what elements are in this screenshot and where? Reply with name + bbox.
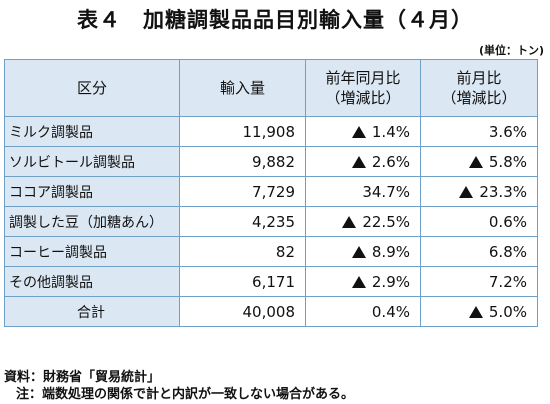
table-row: ココア調製品 7,729 34.7% 23.3% bbox=[4, 176, 538, 207]
row-yoy-value: 1.4% bbox=[371, 122, 410, 141]
row-imports: 7,729 bbox=[179, 176, 306, 207]
row-yoy-value: 8.9% bbox=[371, 242, 410, 261]
table-row: 調製した豆（加糖あん） 4,235 22.5% 0.6% bbox=[4, 206, 538, 237]
header-mom-line2: （増減比） bbox=[441, 89, 517, 107]
row-mom: 3.6% bbox=[420, 116, 538, 147]
decrease-triangle-icon bbox=[459, 185, 474, 198]
total-row: 合計 40,008 0.4% 5.0% bbox=[4, 296, 538, 327]
unit-label: (単位：トン) bbox=[478, 44, 544, 57]
total-name: 合計 bbox=[4, 296, 180, 327]
row-imports: 9,882 bbox=[179, 146, 306, 177]
header-yoy-line2: （増減比） bbox=[325, 89, 401, 107]
row-yoy: 2.6% bbox=[305, 146, 421, 177]
row-mom-value: 6.8% bbox=[488, 242, 527, 261]
row-name: 調製した豆（加糖あん） bbox=[4, 206, 180, 237]
row-mom: 7.2% bbox=[420, 266, 538, 297]
decrease-triangle-icon bbox=[351, 155, 366, 168]
header-imports: 輸入量 bbox=[179, 59, 306, 117]
rounding-note: 注：端数処理の関係で計と内訳が一致しない場合がある。 bbox=[16, 387, 355, 402]
table-row: その他調製品 6,171 2.9% 7.2% bbox=[4, 266, 538, 297]
row-name: ソルビトール調製品 bbox=[4, 146, 180, 177]
row-imports: 4,235 bbox=[179, 206, 306, 237]
decrease-triangle-icon bbox=[468, 155, 483, 168]
decrease-triangle-icon bbox=[351, 125, 366, 138]
row-yoy: 8.9% bbox=[305, 236, 421, 267]
header-category: 区分 bbox=[4, 59, 180, 117]
row-mom-value: 7.2% bbox=[488, 272, 527, 291]
header-mom: 前月比 （増減比） bbox=[420, 59, 538, 117]
row-name: その他調製品 bbox=[4, 266, 180, 297]
total-imports: 40,008 bbox=[179, 296, 306, 327]
row-mom-value: 0.6% bbox=[488, 212, 527, 231]
decrease-triangle-icon bbox=[468, 305, 483, 318]
row-mom-value: 5.8% bbox=[488, 152, 527, 171]
row-mom: 23.3% bbox=[420, 176, 538, 207]
row-imports: 11,908 bbox=[179, 116, 306, 147]
row-mom: 0.6% bbox=[420, 206, 538, 237]
row-yoy-value: 34.7% bbox=[362, 182, 410, 201]
row-name: ミルク調製品 bbox=[4, 116, 180, 147]
source-note: 資料：財務省「貿易統計」 bbox=[4, 370, 161, 385]
table-title: 表４ 加糖調製品品目別輸入量（４月） bbox=[77, 8, 473, 32]
header-mom-line1: 前月比 bbox=[456, 69, 502, 87]
imports-table: 区分 輸入量 前年同月比 （増減比） 前月比 （増減比） ミルク調製品 11,9… bbox=[4, 59, 538, 327]
row-yoy: 34.7% bbox=[305, 176, 421, 207]
footnotes: 資料：財務省「貿易統計」 注：端数処理の関係で計と内訳が一致しない場合がある。 bbox=[4, 369, 354, 403]
row-mom: 6.8% bbox=[420, 236, 538, 267]
header-yoy-line1: 前年同月比 bbox=[325, 69, 401, 87]
total-mom-value: 5.0% bbox=[488, 302, 527, 321]
total-yoy: 0.4% bbox=[305, 296, 421, 327]
table-row: ソルビトール調製品 9,882 2.6% 5.8% bbox=[4, 146, 538, 177]
total-mom: 5.0% bbox=[420, 296, 538, 327]
row-yoy-value: 2.6% bbox=[371, 152, 410, 171]
table-row: コーヒー調製品 82 8.9% 6.8% bbox=[4, 236, 538, 267]
row-yoy: 22.5% bbox=[305, 206, 421, 237]
header-yoy: 前年同月比 （増減比） bbox=[305, 59, 421, 117]
row-yoy: 2.9% bbox=[305, 266, 421, 297]
header-row: 区分 輸入量 前年同月比 （増減比） 前月比 （増減比） bbox=[4, 59, 538, 117]
row-imports: 82 bbox=[179, 236, 306, 267]
decrease-triangle-icon bbox=[351, 245, 366, 258]
row-yoy-value: 2.9% bbox=[371, 272, 410, 291]
row-mom-value: 23.3% bbox=[479, 182, 527, 201]
table-row: ミルク調製品 11,908 1.4% 3.6% bbox=[4, 116, 538, 147]
row-name: コーヒー調製品 bbox=[4, 236, 180, 267]
row-mom: 5.8% bbox=[420, 146, 538, 177]
row-mom-value: 3.6% bbox=[488, 122, 527, 141]
row-name: ココア調製品 bbox=[4, 176, 180, 207]
row-yoy-value: 22.5% bbox=[362, 212, 410, 231]
total-yoy-value: 0.4% bbox=[371, 302, 410, 321]
decrease-triangle-icon bbox=[342, 215, 357, 228]
row-yoy: 1.4% bbox=[305, 116, 421, 147]
row-imports: 6,171 bbox=[179, 266, 306, 297]
decrease-triangle-icon bbox=[351, 275, 366, 288]
